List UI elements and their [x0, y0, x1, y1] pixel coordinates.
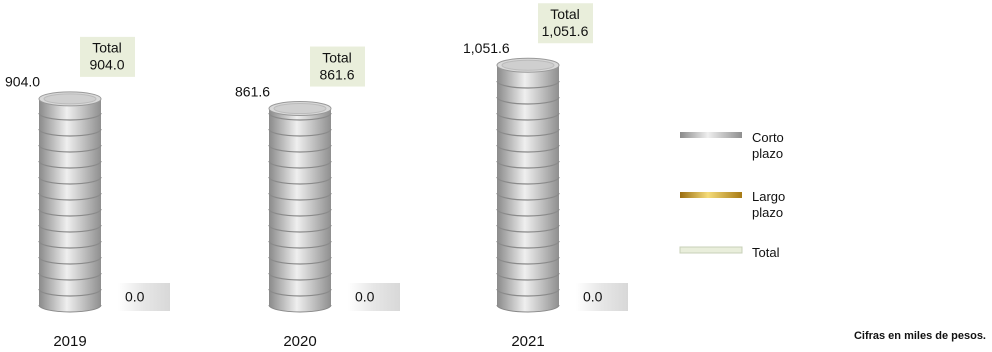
- footnote: Cifras en miles de pesos.: [853, 330, 986, 342]
- value-label: 0.0: [125, 289, 145, 305]
- legend-label: Largo plazo: [752, 189, 786, 220]
- value-label: 1,051.6: [463, 40, 510, 56]
- value-label: 0.0: [583, 289, 603, 305]
- total-box: [538, 3, 593, 44]
- total-value: 861.6: [319, 66, 354, 82]
- shadow: [348, 283, 400, 311]
- coin-stack: [38, 91, 102, 313]
- shadow: [118, 283, 170, 311]
- total-box: [310, 46, 365, 87]
- value-label: 861.6: [235, 83, 270, 99]
- total-value: 904.0: [89, 57, 124, 73]
- coin-stack: [268, 101, 332, 313]
- legend-label: Total: [752, 245, 780, 260]
- total-label: Total: [550, 6, 580, 22]
- legend-swatch: [680, 132, 742, 138]
- total-label: Total: [322, 49, 352, 65]
- value-label: 904.0: [5, 74, 40, 90]
- legend-swatch: [679, 246, 743, 254]
- total-value: 1,051.6: [542, 23, 589, 39]
- x-tick-label: 2019: [53, 333, 86, 350]
- total-box: [80, 36, 135, 77]
- coin-stack: [496, 57, 560, 313]
- x-tick-label: 2021: [511, 333, 544, 350]
- value-label: 0.0: [355, 289, 375, 305]
- legend-swatch: [680, 192, 742, 198]
- shadow: [576, 283, 628, 311]
- total-label: Total: [92, 40, 122, 56]
- x-tick-label: 2020: [283, 333, 316, 350]
- legend-label: Corto plazo: [752, 130, 784, 161]
